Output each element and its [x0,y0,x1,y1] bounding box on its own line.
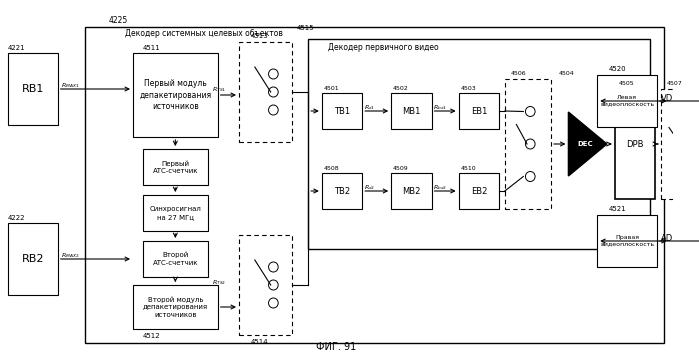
Bar [239,42,292,142]
Text: ФИГ. 91: ФИГ. 91 [316,342,356,352]
Text: 4520: 4520 [609,66,626,72]
Text: 4512: 4512 [143,333,160,339]
Bar [143,195,208,231]
Text: Декодер первичного видео: Декодер первичного видео [328,43,438,52]
Text: 4225: 4225 [109,16,128,25]
Bar [598,215,657,267]
Text: $R_{MAX2}$: $R_{MAX2}$ [61,251,79,260]
Text: Синхросигнал
на 27 МГц: Синхросигнал на 27 МГц [150,206,201,220]
Bar [391,173,431,209]
Text: Второй
АТС-счетчик: Второй АТС-счетчик [152,252,198,266]
Text: $R_{TS2}$: $R_{TS2}$ [212,278,226,287]
Text: $R_{TS1}$: $R_{TS1}$ [212,85,226,94]
Text: 4501: 4501 [324,86,339,91]
Text: VD: VD [661,94,673,103]
Text: Правая
видеоплоскость: Правая видеоплоскость [600,235,654,247]
Text: DEC: DEC [577,141,593,147]
Text: 4504: 4504 [559,71,575,76]
Text: 4521: 4521 [609,206,626,212]
Bar [143,241,208,277]
Text: TB1: TB1 [334,106,350,116]
Bar [8,223,58,295]
Text: 4503: 4503 [461,86,476,91]
Bar [614,89,655,199]
Text: AD: AD [661,234,673,243]
Text: 4511: 4511 [143,45,160,51]
Text: DPB: DPB [626,140,644,149]
Bar [85,27,664,343]
Bar [505,79,551,209]
Text: 4222: 4222 [8,215,25,221]
Bar [391,93,431,129]
Bar [322,93,362,129]
Text: MB1: MB1 [402,106,421,116]
Text: Первый модуль
депакетирования
источников: Первый модуль депакетирования источников [139,79,211,111]
Text: EB2: EB2 [470,186,487,196]
Bar [8,53,58,125]
Bar [308,39,650,249]
Text: MB2: MB2 [402,186,421,196]
Text: 4514: 4514 [250,339,268,345]
Text: 4508: 4508 [324,166,339,171]
Text: $R_{x1}$: $R_{x1}$ [364,103,375,112]
Bar [598,75,657,127]
Bar [459,93,499,129]
Text: 4510: 4510 [461,166,476,171]
Text: $R_{x2}$: $R_{x2}$ [364,183,375,192]
Polygon shape [568,112,607,176]
Text: 4506: 4506 [510,71,526,76]
Text: 4505: 4505 [619,81,634,86]
Text: 4507: 4507 [667,81,682,86]
Text: 4513: 4513 [250,33,268,39]
Text: 4221: 4221 [8,45,25,51]
Text: RB1: RB1 [22,84,44,94]
Text: $R_{bx2}$: $R_{bx2}$ [433,183,447,192]
Text: Декодер системных целевых объектов: Декодер системных целевых объектов [125,29,283,38]
Text: Левая
видеоплоскость: Левая видеоплоскость [600,95,654,107]
Text: RB2: RB2 [22,254,44,264]
Bar [133,53,217,137]
Bar [143,149,208,185]
Bar [239,235,292,335]
Text: Первый
АТС-счетчик: Первый АТС-счетчик [152,160,198,174]
Text: $R_{bx1}$: $R_{bx1}$ [433,103,447,112]
Bar [133,285,217,329]
Bar [661,89,699,199]
Text: EB1: EB1 [470,106,487,116]
Text: 4515: 4515 [297,25,315,31]
Text: Второй модуль
депакетирования
источников: Второй модуль депакетирования источников [143,296,208,318]
Text: 4509: 4509 [393,166,409,171]
Bar [322,173,362,209]
Bar [459,173,499,209]
Text: 4502: 4502 [393,86,409,91]
Text: TB2: TB2 [334,186,350,196]
Text: $R_{MAX1}$: $R_{MAX1}$ [61,81,79,90]
